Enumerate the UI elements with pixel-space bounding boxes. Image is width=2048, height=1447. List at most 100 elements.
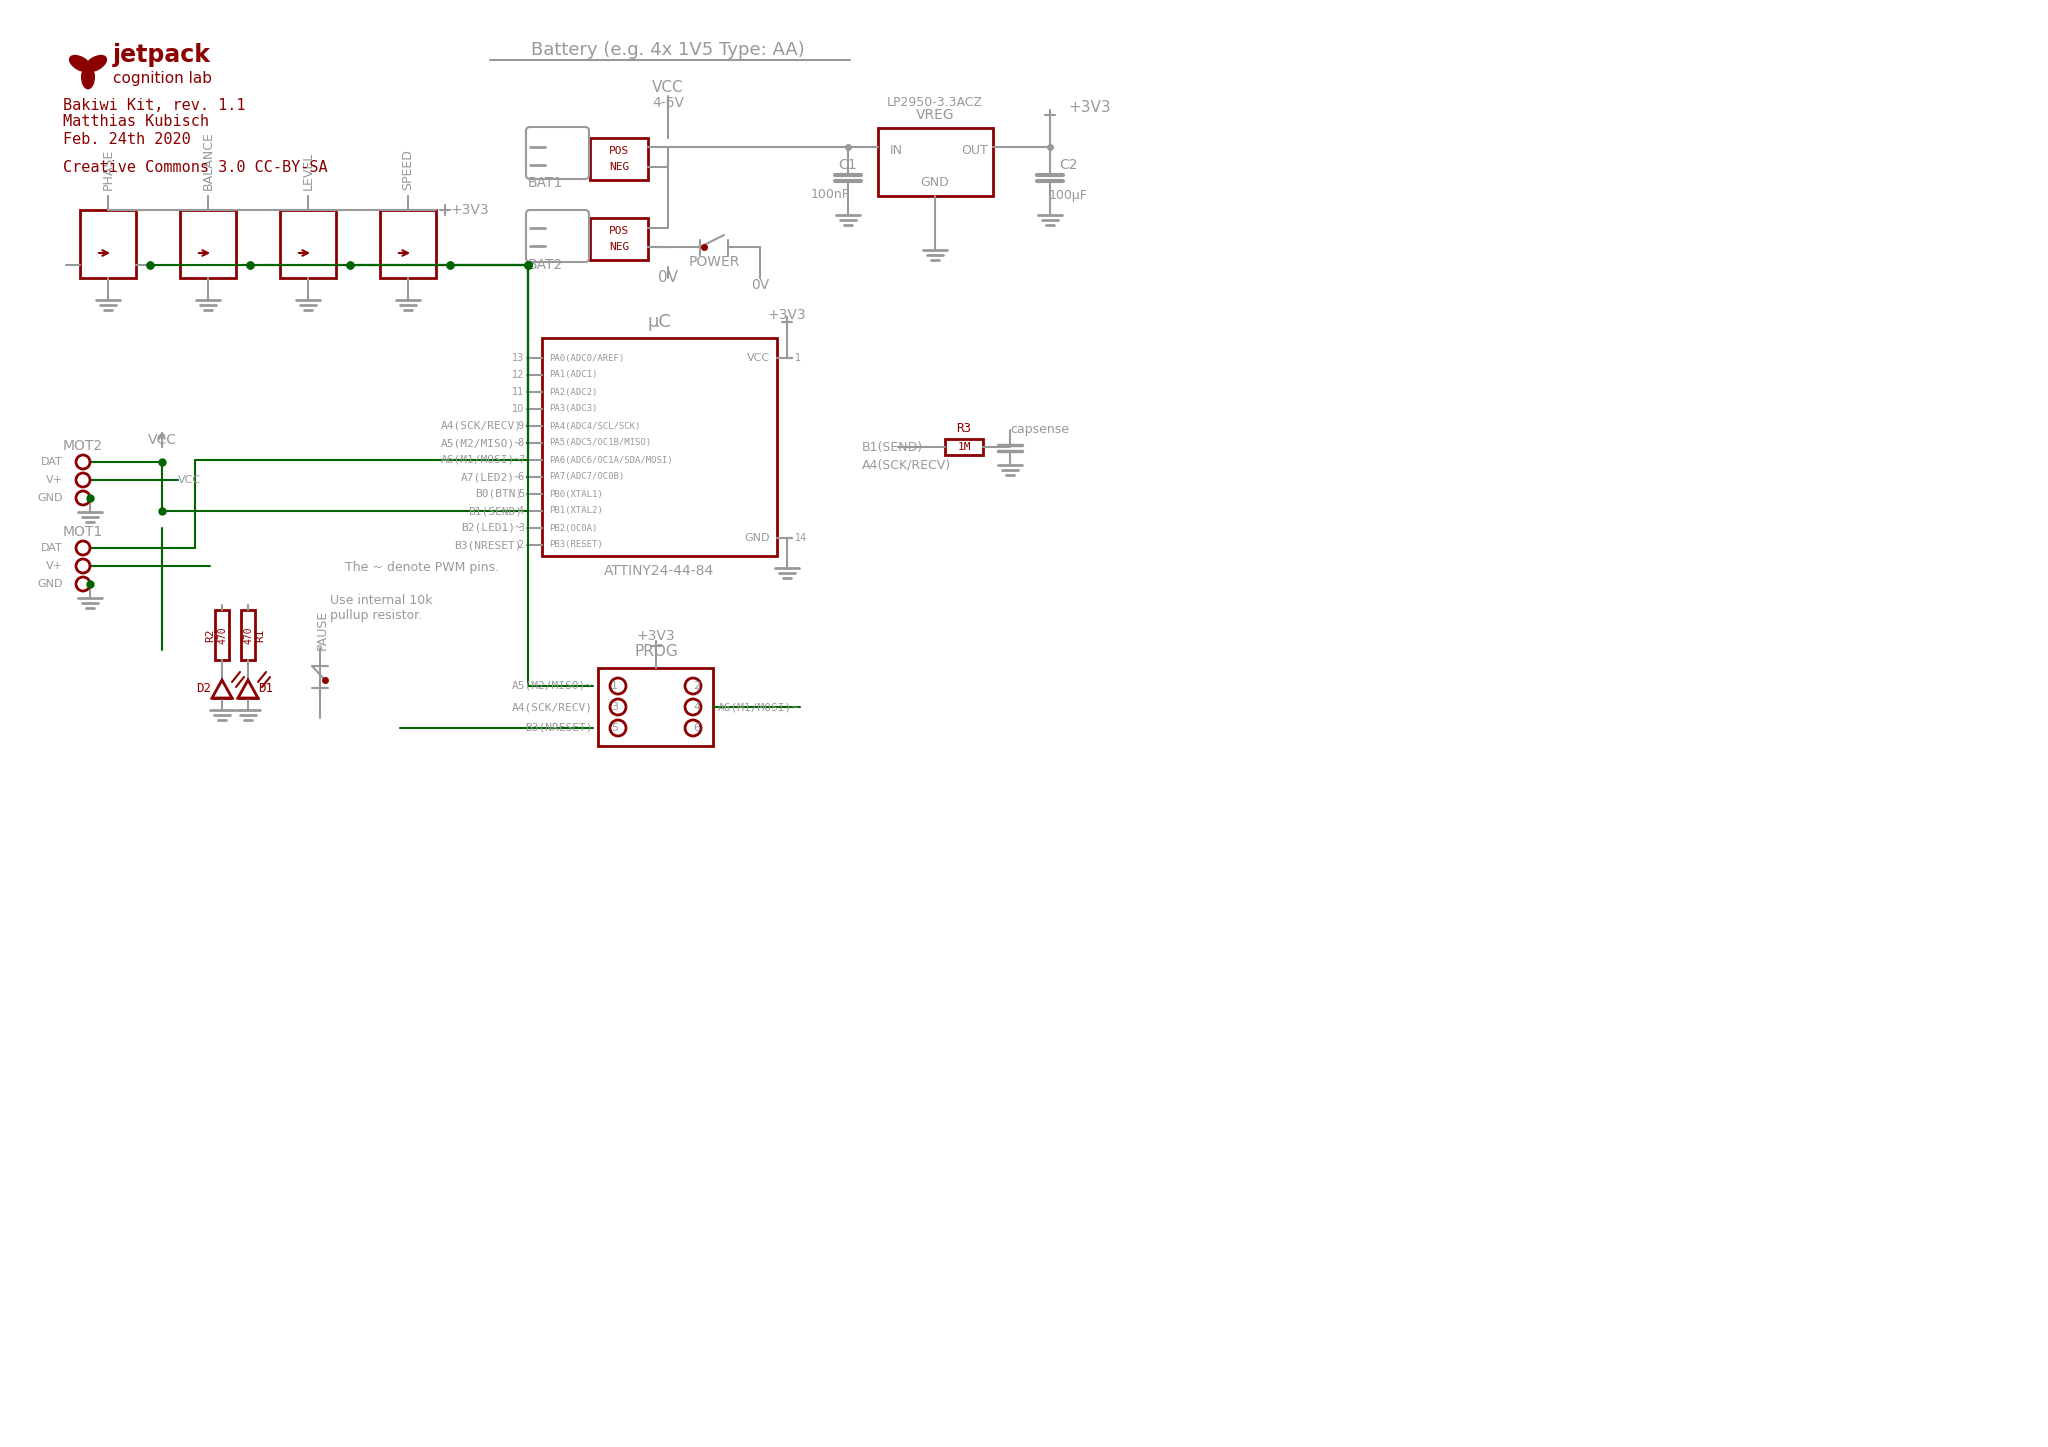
Text: +3V3: +3V3	[451, 203, 489, 217]
Text: R1: R1	[256, 628, 264, 642]
Text: 4: 4	[692, 702, 700, 712]
Text: DAT: DAT	[41, 457, 63, 467]
Text: 14: 14	[795, 532, 807, 543]
Circle shape	[76, 473, 90, 488]
Bar	[381, 210, 436, 278]
Text: 2: 2	[518, 540, 524, 550]
Text: POS: POS	[608, 226, 629, 236]
Text: VREG: VREG	[915, 109, 954, 122]
Text: Feb. 24th 2020: Feb. 24th 2020	[63, 132, 190, 146]
Text: 1M: 1M	[956, 441, 971, 451]
Text: 13: 13	[512, 353, 524, 363]
Text: BAT1: BAT1	[526, 177, 563, 190]
Bar	[590, 137, 647, 179]
Text: 1: 1	[795, 353, 801, 363]
Text: +3V3: +3V3	[768, 308, 807, 323]
Text: PB1(XTAL2): PB1(XTAL2)	[549, 506, 602, 515]
Circle shape	[610, 721, 627, 737]
Text: 6: 6	[692, 724, 700, 734]
Text: D2: D2	[197, 683, 211, 696]
Text: 2: 2	[692, 682, 700, 692]
Text: B0(BTN): B0(BTN)	[475, 489, 522, 499]
Text: POWER: POWER	[688, 255, 739, 269]
Text: 9: 9	[518, 421, 524, 431]
Text: B3(NRESET): B3(NRESET)	[526, 724, 594, 734]
Circle shape	[76, 559, 90, 573]
Bar	[215, 611, 229, 660]
Text: GND: GND	[922, 177, 950, 190]
Text: 7: 7	[518, 454, 524, 464]
Text: pullup resistor.: pullup resistor.	[330, 609, 422, 622]
FancyBboxPatch shape	[526, 210, 590, 262]
Text: 5: 5	[518, 489, 524, 499]
Text: MOT2: MOT2	[63, 438, 102, 453]
Bar	[879, 127, 993, 195]
Bar	[80, 210, 135, 278]
Text: A4(SCK/RECV): A4(SCK/RECV)	[440, 421, 522, 431]
Circle shape	[684, 721, 700, 737]
Bar	[281, 210, 336, 278]
Text: PB3(RESET): PB3(RESET)	[549, 541, 602, 550]
Text: μC: μC	[647, 313, 672, 331]
Text: PA7(ADC7/OC0B): PA7(ADC7/OC0B)	[549, 473, 625, 482]
Text: 12: 12	[512, 370, 524, 381]
Text: D1: D1	[258, 683, 274, 696]
Circle shape	[684, 679, 700, 695]
Text: GND: GND	[37, 579, 63, 589]
Text: BALANCE: BALANCE	[201, 132, 215, 190]
Text: OUT: OUT	[963, 143, 989, 156]
Text: A6(M1/MOSI)~: A6(M1/MOSI)~	[719, 702, 799, 712]
Text: 100μF: 100μF	[1049, 188, 1087, 201]
Text: 6: 6	[518, 472, 524, 482]
Text: 1: 1	[610, 682, 618, 692]
Text: Creative Commons 3.0 CC-BY-SA: Creative Commons 3.0 CC-BY-SA	[63, 161, 328, 175]
Text: A7(LED2)~: A7(LED2)~	[461, 472, 522, 482]
Text: V+: V+	[45, 475, 63, 485]
Text: ATTINY24-44-84: ATTINY24-44-84	[604, 564, 715, 577]
Text: NEG: NEG	[608, 162, 629, 172]
Text: PHASE: PHASE	[102, 149, 115, 190]
Text: VCC: VCC	[178, 475, 201, 485]
Text: PA4(ADC4/SCL/SCK): PA4(ADC4/SCL/SCK)	[549, 421, 641, 431]
Text: SPEED: SPEED	[401, 149, 414, 190]
Ellipse shape	[82, 65, 94, 88]
Text: 100nF: 100nF	[811, 188, 850, 201]
Text: cognition lab: cognition lab	[113, 71, 213, 85]
Text: Matthias Kubisch: Matthias Kubisch	[63, 114, 209, 129]
Bar	[180, 210, 236, 278]
Text: PA6(ADC6/OC1A/SDA/MOSI): PA6(ADC6/OC1A/SDA/MOSI)	[549, 456, 672, 464]
Text: IN: IN	[889, 143, 903, 156]
Text: 5: 5	[610, 724, 618, 734]
Text: B1(SEND): B1(SEND)	[469, 506, 522, 517]
Text: PB2(OC0A): PB2(OC0A)	[549, 524, 598, 532]
Text: DAT: DAT	[41, 543, 63, 553]
Text: PA2(ADC2): PA2(ADC2)	[549, 388, 598, 396]
Text: jetpack: jetpack	[113, 43, 211, 67]
Text: LEVEL: LEVEL	[301, 152, 315, 190]
Polygon shape	[213, 680, 231, 697]
Text: GND: GND	[745, 532, 770, 543]
Text: 10: 10	[512, 404, 524, 414]
Circle shape	[684, 699, 700, 715]
Text: +3V3: +3V3	[637, 629, 676, 642]
Text: PA0(ADC0/AREF): PA0(ADC0/AREF)	[549, 353, 625, 363]
Text: Bakiwi Kit, rev. 1.1: Bakiwi Kit, rev. 1.1	[63, 97, 246, 113]
Bar	[944, 438, 983, 454]
Text: 3: 3	[610, 702, 618, 712]
Text: VCC: VCC	[651, 81, 684, 96]
Text: B1(SEND): B1(SEND)	[862, 440, 924, 453]
Circle shape	[610, 679, 627, 695]
Text: GND: GND	[37, 493, 63, 504]
Text: +3V3: +3V3	[1069, 100, 1112, 116]
Text: LP2950-3.3ACZ: LP2950-3.3ACZ	[887, 97, 983, 110]
Text: A5(M2/MISO)~: A5(M2/MISO)~	[512, 682, 594, 692]
Text: 4: 4	[518, 506, 524, 517]
Text: A4(SCK/RECV): A4(SCK/RECV)	[512, 702, 594, 712]
Text: MOT1: MOT1	[63, 525, 102, 538]
Text: 0V: 0V	[752, 278, 770, 292]
Text: PROG: PROG	[635, 644, 678, 660]
Text: Battery (e.g. 4x 1V5 Type: AA): Battery (e.g. 4x 1V5 Type: AA)	[530, 41, 805, 59]
Text: PAUSE: PAUSE	[315, 609, 328, 650]
Circle shape	[76, 491, 90, 505]
Text: C1: C1	[840, 158, 858, 172]
